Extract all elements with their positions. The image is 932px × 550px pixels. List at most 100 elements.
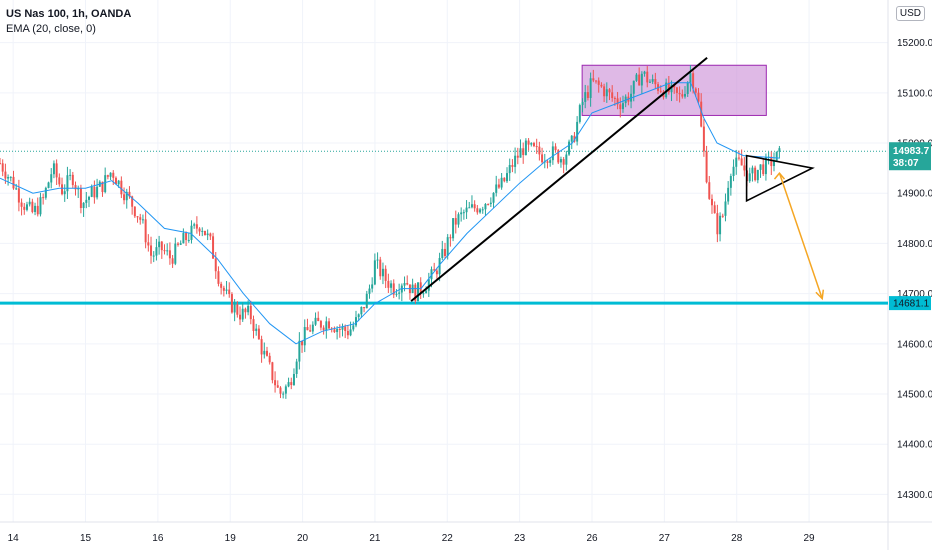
candle-body <box>306 327 309 331</box>
candle-body <box>508 165 511 174</box>
candle-body <box>96 186 99 198</box>
trendline[interactable] <box>410 56 708 302</box>
candle-body <box>516 155 519 158</box>
time-tick-label: 23 <box>514 533 526 544</box>
candle-body <box>414 284 417 302</box>
candle-body <box>395 293 398 295</box>
candle-body <box>492 192 495 203</box>
candle-body <box>136 216 139 218</box>
candle-body <box>174 243 177 264</box>
time-tick-label: 14 <box>8 533 20 544</box>
candle-body <box>90 186 93 197</box>
candle-body <box>214 258 217 272</box>
candle-body <box>120 180 123 195</box>
candle-body <box>692 73 695 89</box>
candle-body <box>333 329 336 333</box>
candle-body <box>276 385 279 388</box>
candle-body <box>519 148 522 158</box>
candle-body <box>724 201 727 216</box>
last-price-label: 14983.7 <box>893 146 930 157</box>
candle-body <box>694 88 697 93</box>
candle-body <box>454 218 457 225</box>
candle-body <box>201 230 204 232</box>
candle-body <box>489 202 492 205</box>
candle-body <box>522 148 525 156</box>
projection-arrow[interactable] <box>778 172 823 299</box>
triangle-pattern[interactable] <box>745 154 815 203</box>
candle-body <box>659 90 662 92</box>
candle-body <box>673 84 676 88</box>
candle-body <box>357 314 360 318</box>
candle-body <box>265 350 268 356</box>
candle-body <box>114 177 117 185</box>
candle-body <box>363 306 366 309</box>
candle-body <box>551 146 554 161</box>
currency-button[interactable]: USD <box>895 6 925 21</box>
candle-body <box>0 163 1 165</box>
candle-body <box>230 294 233 313</box>
candle-body <box>239 314 242 320</box>
candle-body <box>257 328 260 340</box>
candle-body <box>74 185 77 190</box>
candle-body <box>684 93 687 97</box>
candle-body <box>128 191 131 197</box>
candle-body <box>613 98 616 100</box>
projection-start-chevron <box>773 171 786 180</box>
candle-body <box>740 158 743 166</box>
time-tick-label: 22 <box>442 533 454 544</box>
candle-body <box>675 87 678 93</box>
candle-body <box>263 350 266 355</box>
time-tick-label: 21 <box>369 533 381 544</box>
candle-body <box>141 219 144 221</box>
price-tick-label: 15100.0 <box>897 88 932 99</box>
candle-body <box>403 283 406 286</box>
candle-body <box>470 204 473 208</box>
candle-body <box>557 150 560 163</box>
candle-body <box>775 151 778 162</box>
candle-body <box>4 171 7 179</box>
candle-body <box>17 188 20 203</box>
candle-body <box>581 101 584 106</box>
candle-body <box>249 305 252 320</box>
price-tick-label: 14800.0 <box>897 239 932 250</box>
candle-body <box>465 207 468 213</box>
ema-line[interactable] <box>0 82 780 345</box>
candle-body <box>710 198 713 206</box>
candle-body <box>751 167 754 174</box>
ema-indicator-label[interactable]: EMA (20, close, 0) <box>6 23 96 35</box>
candle-body <box>7 176 10 179</box>
candle-body <box>511 165 514 167</box>
candle-body <box>123 194 126 201</box>
candle-body <box>506 173 509 182</box>
candle-body <box>452 218 455 239</box>
candle-body <box>729 175 732 188</box>
candle-body <box>195 224 198 229</box>
chart-legend: US Nas 100, 1h, OANDA EMA (20, close, 0) <box>6 7 131 37</box>
candle-body <box>317 317 320 322</box>
candle-body <box>497 184 500 188</box>
candle-body <box>705 151 708 183</box>
candle-body <box>559 159 562 163</box>
candle-body <box>298 340 301 362</box>
candle-body <box>295 361 298 374</box>
candle-body <box>152 255 155 257</box>
candle-body <box>524 140 527 156</box>
candle-body <box>773 161 776 167</box>
candle-body <box>597 80 600 85</box>
time-tick-label: 29 <box>804 533 816 544</box>
candle-body <box>349 329 352 336</box>
candle-body <box>619 104 622 110</box>
candle-body <box>23 206 26 210</box>
candle-body <box>764 156 767 175</box>
candle-body <box>225 289 228 291</box>
candle-body <box>346 330 349 336</box>
candle-body <box>419 282 422 294</box>
candle-body <box>42 197 45 199</box>
candle-body <box>373 260 376 285</box>
candle-body <box>473 204 476 209</box>
candle-body <box>34 205 37 212</box>
candle-body <box>484 204 487 210</box>
candle-body <box>336 328 339 333</box>
